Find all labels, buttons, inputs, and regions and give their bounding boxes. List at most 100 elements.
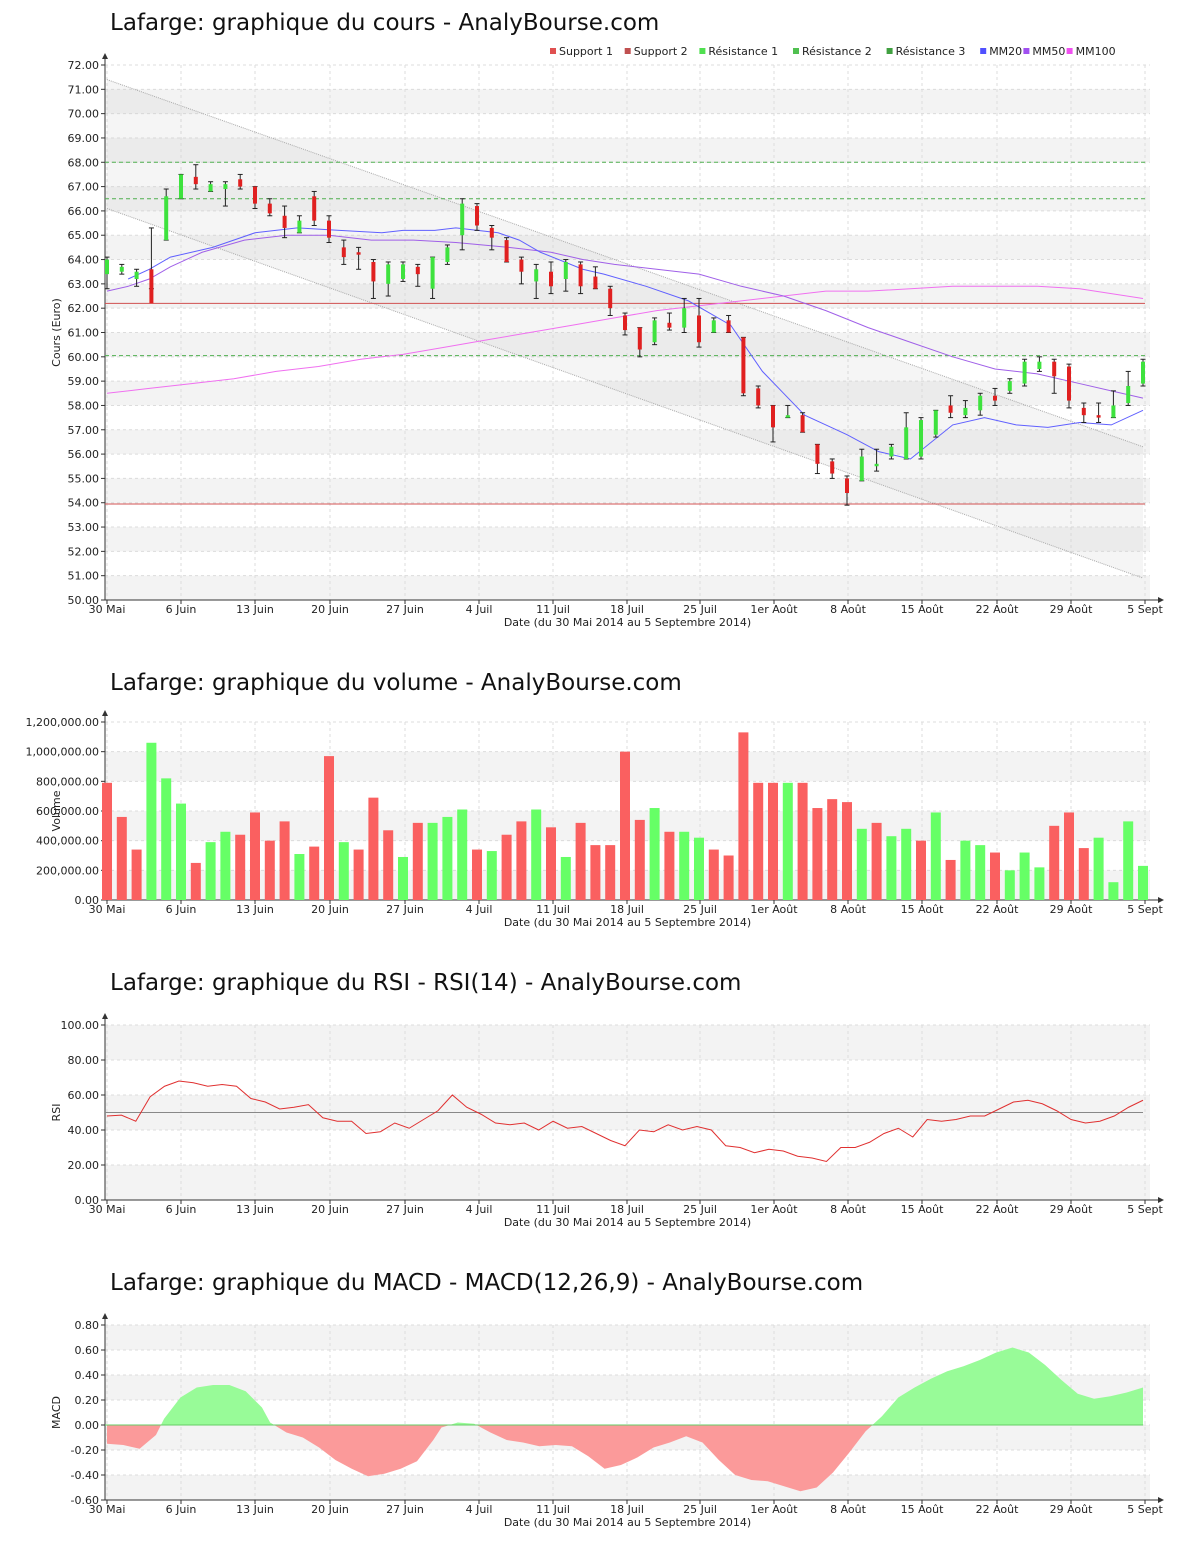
candle-body xyxy=(238,179,243,187)
legend-label: Résistance 3 xyxy=(896,45,966,58)
rsi-y-tick-label: 80.00 xyxy=(68,1054,100,1067)
price-panel: 50.00 51.00 52.00 53.00 54.00 55.00 56.00 57.00… xyxy=(50,45,1164,629)
legend-label: Résistance 1 xyxy=(708,45,778,58)
volume-bar xyxy=(190,862,201,900)
macd-x-tick-label: 30 Mai xyxy=(89,1503,126,1516)
volume-x-tick-label: 25 Juil xyxy=(683,903,717,916)
legend-label: MM20 xyxy=(989,45,1022,58)
rsi-x-tick-label: 30 Mai xyxy=(89,1203,126,1216)
candle-body xyxy=(578,264,583,287)
volume-bar xyxy=(1078,848,1089,900)
macd-area-positive xyxy=(449,1422,477,1425)
price-x-axis-label: Date (du 30 Mai 2014 au 5 Septembre 2014… xyxy=(504,616,751,629)
price-y-tick-label: 51.00 xyxy=(68,570,100,583)
rsi-x-tick-label: 4 Juil xyxy=(466,1203,493,1216)
candle-body xyxy=(1037,361,1042,369)
candle-body xyxy=(993,395,997,401)
price-y-tick-label: 55.00 xyxy=(68,472,100,485)
volume-y-axis-label: Volume xyxy=(50,790,63,831)
rsi-x-tick-label: 8 Août xyxy=(830,1203,867,1216)
price-x-tick-label: 6 Juin xyxy=(166,603,197,616)
rsi-y-tick-label: 40.00 xyxy=(68,1124,100,1137)
volume-bar xyxy=(146,742,157,900)
price-y-tick-label: 52.00 xyxy=(68,545,100,558)
candle-body xyxy=(726,320,731,333)
price-x-tick-label: 29 Août xyxy=(1050,603,1094,616)
candle-body xyxy=(1096,415,1101,418)
price-y-tick-label: 70.00 xyxy=(68,108,100,121)
volume-y-tick-label: 800,000.00 xyxy=(36,775,99,788)
legend-label: MM50 xyxy=(1032,45,1065,58)
candle-body xyxy=(119,266,124,272)
volume-bar xyxy=(546,827,556,900)
volume-y-tick-label: 1,200,000.00 xyxy=(26,716,99,729)
price-y-tick-label: 69.00 xyxy=(68,132,100,145)
volume-bar xyxy=(782,782,793,900)
macd-x-tick-label: 5 Sept xyxy=(1127,1503,1163,1516)
candle-body xyxy=(859,456,864,481)
candle-body xyxy=(889,446,894,457)
candle-body xyxy=(1111,405,1116,418)
volume-bar xyxy=(664,831,675,900)
volume-bar xyxy=(486,851,497,900)
macd-x-axis-label: Date (du 30 Mai 2014 au 5 Septembre 2014… xyxy=(504,1516,751,1529)
volume-bar xyxy=(812,808,823,900)
rsi-y-tick-label: 100.00 xyxy=(61,1019,100,1032)
candle-body xyxy=(356,252,361,255)
candle-body xyxy=(593,276,598,289)
legend-swatch xyxy=(1066,48,1073,54)
volume-x-tick-label: 20 Juin xyxy=(311,903,349,916)
volume-chart-title: Lafarge: graphique du volume - AnalyBour… xyxy=(110,670,682,696)
macd-y-tick-label: 0.80 xyxy=(75,1319,100,1332)
macd-y-axis-label: MACD xyxy=(50,1396,63,1429)
price-x-tick-label: 25 Juil xyxy=(683,603,717,616)
rsi-x-tick-label: 29 Août xyxy=(1050,1203,1094,1216)
mm50-line xyxy=(106,234,1144,399)
price-y-axis-label: Cours (Euro) xyxy=(50,298,63,367)
candle-body xyxy=(682,308,687,328)
volume-bar xyxy=(427,822,438,900)
rsi-x-axis-arrow xyxy=(1158,1197,1164,1203)
candle-body xyxy=(1081,407,1086,416)
rsi-y-tick-label: 60.00 xyxy=(68,1089,100,1102)
volume-bar xyxy=(960,840,971,900)
candle-body xyxy=(1067,366,1071,401)
candle-body xyxy=(386,264,391,284)
candle-body xyxy=(1052,361,1057,377)
price-y-axis-arrow xyxy=(102,53,108,59)
volume-x-tick-label: 6 Juin xyxy=(166,903,197,916)
price-y-tick-label: 68.00 xyxy=(68,156,100,169)
volume-y-axis-arrow xyxy=(102,710,108,716)
price-y-tick-label: 56.00 xyxy=(68,448,100,461)
price-x-tick-label: 4 Juil xyxy=(466,603,493,616)
volume-bar xyxy=(309,846,320,900)
price-x-tick-label: 13 Juin xyxy=(236,603,274,616)
rsi-x-tick-label: 22 Août xyxy=(976,1203,1020,1216)
price-y-tick-label: 61.00 xyxy=(68,327,100,340)
rsi-x-tick-label: 1er Août xyxy=(750,1203,798,1216)
macd-x-tick-label: 11 Juil xyxy=(536,1503,570,1516)
rsi-x-tick-label: 11 Juil xyxy=(536,1203,570,1216)
volume-x-tick-label: 15 Août xyxy=(901,903,945,916)
price-y-tick-label: 60.00 xyxy=(68,351,100,364)
price-y-tick-label: 65.00 xyxy=(68,229,100,242)
candle-body xyxy=(608,288,613,309)
macd-y-tick-label: 0.00 xyxy=(75,1419,100,1432)
volume-bar xyxy=(338,842,349,900)
volume-bar xyxy=(1019,852,1030,900)
macd-y-tick-label: 0.60 xyxy=(75,1344,100,1357)
volume-bar xyxy=(916,840,926,900)
volume-bar xyxy=(768,782,778,900)
candle-body xyxy=(164,196,169,241)
macd-x-tick-label: 13 Juin xyxy=(236,1503,274,1516)
rsi-line xyxy=(106,1080,1144,1163)
rsi-chart-title: Lafarge: graphique du RSI - RSI(14) - An… xyxy=(110,970,742,996)
volume-bar xyxy=(738,732,749,900)
candle-body xyxy=(815,444,820,464)
macd-area-positive xyxy=(872,1347,1143,1425)
volume-bar xyxy=(205,842,216,900)
macd-y-tick-label: -0.40 xyxy=(71,1469,99,1482)
candle-body xyxy=(193,176,198,185)
volume-x-tick-label: 13 Juin xyxy=(236,903,274,916)
volume-bar xyxy=(1093,837,1104,900)
